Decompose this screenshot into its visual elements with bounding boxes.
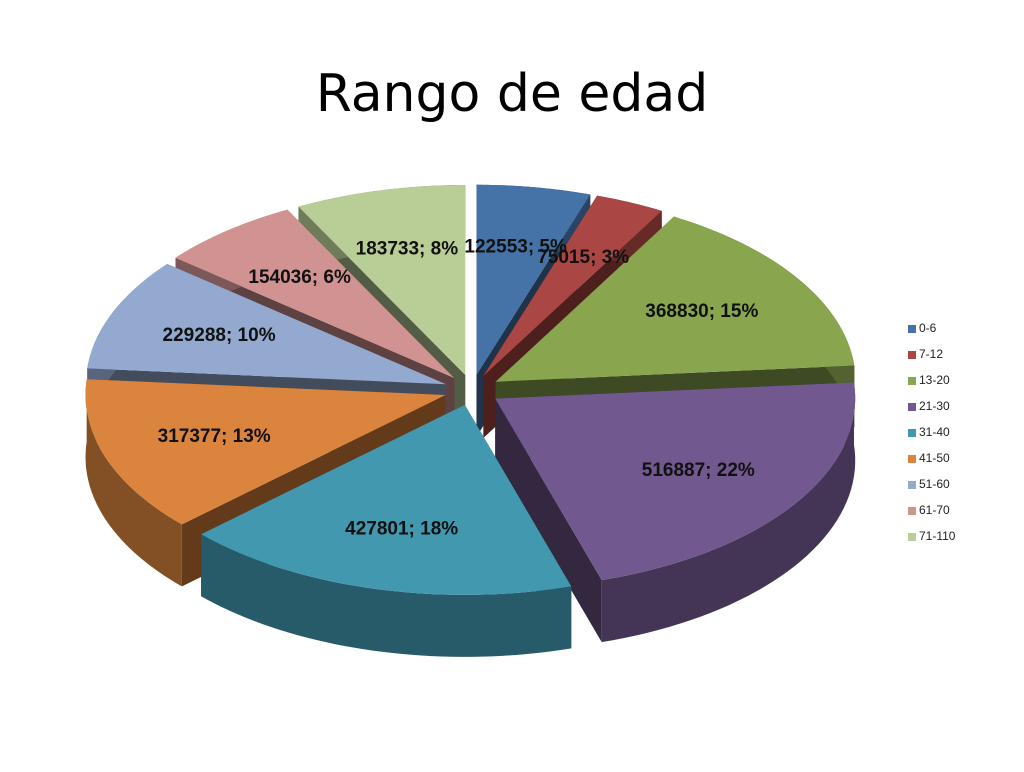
legend-label: 61-70	[919, 503, 950, 517]
legend-label: 7-12	[919, 347, 943, 361]
chart-title: Rango de edad	[316, 64, 709, 124]
data-label: 183733; 8%	[356, 239, 459, 260]
slice	[495, 382, 856, 643]
slice-wall	[85, 379, 182, 587]
legend-label: 31-40	[919, 425, 950, 439]
legend-swatch	[908, 533, 916, 541]
legend-swatch	[908, 455, 916, 463]
slice-top	[476, 184, 591, 375]
legend-label: 71-110	[919, 529, 956, 543]
legend-swatch	[908, 429, 916, 437]
slice-top	[298, 185, 466, 376]
data-label: 122553; 5%	[464, 236, 567, 257]
legend-swatch	[908, 507, 916, 515]
legend-label: 21-30	[919, 399, 950, 413]
legend-swatch	[908, 377, 916, 385]
slice-top	[495, 382, 856, 581]
slice-top	[85, 379, 446, 525]
data-label: 154036; 6%	[248, 267, 351, 288]
data-label: 75015; 3%	[537, 247, 629, 268]
slice-wall	[601, 382, 856, 643]
data-label: 427801; 18%	[345, 519, 458, 540]
slice-top	[483, 195, 662, 376]
data-label: 317377; 13%	[158, 426, 271, 447]
data-label: 368830; 15%	[645, 301, 758, 322]
legend-swatch	[908, 403, 916, 411]
slice-side	[495, 398, 602, 643]
data-label: 229288; 10%	[163, 325, 276, 346]
legend-swatch	[908, 351, 916, 359]
slice	[201, 404, 572, 657]
slice-top	[201, 404, 572, 595]
slice-top	[87, 264, 447, 385]
legend-label: 13-20	[919, 373, 950, 387]
slice-wall	[201, 534, 572, 657]
data-label: 516887; 22%	[642, 460, 755, 481]
legend-label: 51-60	[919, 477, 950, 491]
slice-top	[495, 216, 855, 382]
legend-label: 0-6	[919, 321, 937, 335]
legend-swatch	[908, 481, 916, 489]
legend-label: 41-50	[919, 451, 950, 465]
legend-swatch	[908, 325, 916, 333]
slice-top	[175, 209, 455, 379]
